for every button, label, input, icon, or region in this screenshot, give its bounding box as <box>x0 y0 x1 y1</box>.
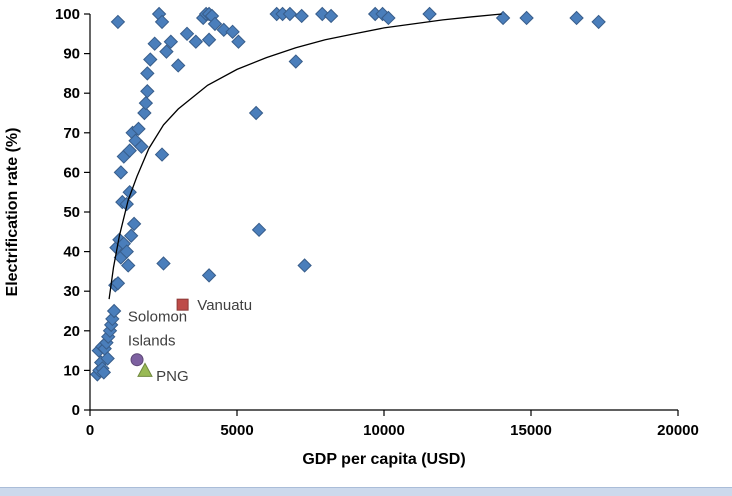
data-point-diamond <box>138 95 154 111</box>
data-point-diamond <box>519 10 534 26</box>
data-point-diamond <box>126 216 142 232</box>
data-point-diamond <box>201 32 217 47</box>
data-point-triangle <box>137 362 153 377</box>
data-point-square <box>176 298 189 311</box>
data-point-diamond <box>110 276 126 291</box>
point-annotation: Vanuatu <box>197 297 252 314</box>
data-point-diamond <box>288 54 304 69</box>
data-point-diamond <box>297 258 312 273</box>
x-tick-label: 15000 <box>510 422 552 439</box>
y-tick-label: 70 <box>63 125 80 142</box>
data-point-diamond <box>100 351 115 366</box>
data-point-diamond <box>495 10 511 26</box>
data-point-diamond <box>106 303 122 319</box>
data-point-diamond <box>154 14 170 30</box>
x-tick-label: 0 <box>86 422 94 439</box>
data-point-diamond <box>591 14 606 30</box>
point-annotation: PNG <box>156 368 189 385</box>
y-tick-label: 0 <box>72 402 80 419</box>
y-tick-label: 40 <box>63 244 80 261</box>
point-annotation: Solomon <box>128 309 187 326</box>
data-point-diamond <box>121 258 136 273</box>
data-point-diamond <box>225 24 240 40</box>
x-tick-label: 5000 <box>220 422 253 439</box>
data-point-diamond <box>147 36 162 51</box>
y-tick-label: 50 <box>63 204 80 221</box>
x-tick-label: 10000 <box>363 422 405 439</box>
data-point-diamond <box>201 268 217 283</box>
plot-area: 0 10 20 30 40 50 60 70 80 90 100 0 5000 10000 15000 200… <box>55 6 699 439</box>
x-tick-label: 20000 <box>657 422 699 439</box>
data-point-diamond <box>154 147 170 162</box>
data-point-diamond <box>207 16 223 32</box>
data-point-circle <box>130 353 144 367</box>
data-point-diamond <box>110 14 126 30</box>
data-point-diamond <box>140 84 155 99</box>
data-point-diamond <box>569 10 584 26</box>
y-tick-label: 10 <box>63 362 80 379</box>
data-point-diamond <box>231 34 246 49</box>
y-tick-label: 80 <box>63 85 80 102</box>
data-point-diamond <box>143 52 158 67</box>
trendline <box>108 13 502 300</box>
data-point-diamond <box>119 244 134 259</box>
data-point-diamond <box>381 10 396 26</box>
y-tick-label: 100 <box>55 6 80 23</box>
data-point-diamond <box>137 105 152 121</box>
data-point-diamond <box>422 6 437 22</box>
data-point-diamond <box>123 228 139 243</box>
y-tick-label: 30 <box>63 283 80 300</box>
data-point-diamond <box>323 8 339 24</box>
data-point-diamond <box>134 139 149 154</box>
point-annotation: Islands <box>128 333 176 350</box>
data-point-diamond <box>159 44 174 59</box>
data-point-diamond <box>122 143 137 158</box>
y-tick-label: 60 <box>63 164 80 181</box>
x-axis-title: GDP per capita (USD) <box>302 451 465 468</box>
y-tick-label: 90 <box>63 46 80 63</box>
data-point-diamond <box>188 34 204 49</box>
data-point-diamond <box>282 6 298 22</box>
data-point-diamond <box>156 256 171 271</box>
y-tick-label: 20 <box>63 323 80 340</box>
data-point-diamond <box>179 26 195 42</box>
data-point-diamond <box>248 105 264 121</box>
y-axis-title: Electrification rate (%) <box>4 128 21 297</box>
data-point-diamond <box>131 121 146 137</box>
data-point-diamond <box>251 222 267 238</box>
data-point-diamond <box>294 8 309 24</box>
data-point-diamond <box>96 365 112 380</box>
data-point-diamond <box>170 58 186 73</box>
data-point-diamond <box>163 34 179 49</box>
data-point-diamond <box>113 165 129 180</box>
data-point-diamond <box>140 66 155 81</box>
bottom-strip <box>0 487 732 496</box>
